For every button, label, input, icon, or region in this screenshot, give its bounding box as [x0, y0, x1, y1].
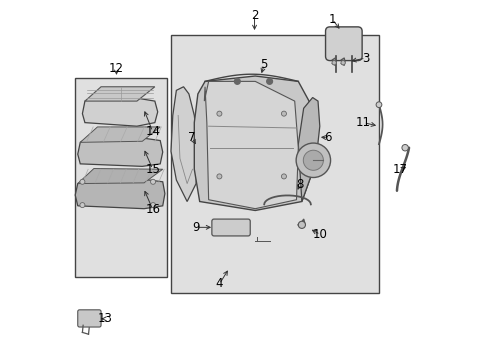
- Circle shape: [281, 111, 286, 116]
- Circle shape: [234, 78, 240, 84]
- Circle shape: [281, 174, 286, 179]
- Polygon shape: [171, 87, 198, 202]
- Circle shape: [150, 203, 155, 208]
- Circle shape: [80, 179, 85, 184]
- Circle shape: [340, 60, 345, 65]
- Text: 2: 2: [250, 9, 258, 22]
- Text: 7: 7: [188, 131, 196, 144]
- Polygon shape: [78, 168, 163, 184]
- Polygon shape: [298, 98, 319, 202]
- Circle shape: [217, 174, 222, 179]
- Polygon shape: [82, 92, 158, 126]
- Circle shape: [80, 203, 85, 208]
- Text: 4: 4: [215, 278, 223, 291]
- Circle shape: [266, 78, 272, 84]
- Circle shape: [217, 111, 222, 116]
- Circle shape: [296, 143, 330, 177]
- Polygon shape: [75, 173, 164, 209]
- Text: 1: 1: [328, 13, 335, 26]
- Text: 12: 12: [109, 62, 124, 75]
- Circle shape: [375, 102, 381, 108]
- Circle shape: [303, 150, 323, 170]
- Text: 10: 10: [312, 228, 327, 241]
- Polygon shape: [194, 76, 312, 211]
- Bar: [75, 78, 166, 277]
- Text: 17: 17: [392, 163, 407, 176]
- Circle shape: [331, 60, 336, 65]
- Circle shape: [150, 179, 155, 184]
- FancyBboxPatch shape: [78, 310, 101, 327]
- Text: 3: 3: [361, 51, 368, 64]
- Text: 15: 15: [145, 163, 160, 176]
- Polygon shape: [78, 132, 163, 166]
- Circle shape: [401, 144, 407, 151]
- Text: 5: 5: [260, 58, 267, 71]
- Polygon shape: [204, 81, 298, 209]
- FancyBboxPatch shape: [211, 219, 250, 236]
- Bar: [171, 35, 378, 293]
- Text: 6: 6: [324, 131, 331, 144]
- Text: 14: 14: [145, 125, 160, 138]
- Circle shape: [298, 221, 305, 228]
- Text: 9: 9: [192, 221, 200, 234]
- Text: 11: 11: [355, 116, 370, 129]
- Text: 8: 8: [296, 178, 303, 191]
- Text: 16: 16: [145, 203, 160, 216]
- Polygon shape: [85, 87, 155, 101]
- Text: 13: 13: [98, 312, 113, 325]
- Polygon shape: [80, 127, 160, 142]
- FancyBboxPatch shape: [325, 27, 362, 60]
